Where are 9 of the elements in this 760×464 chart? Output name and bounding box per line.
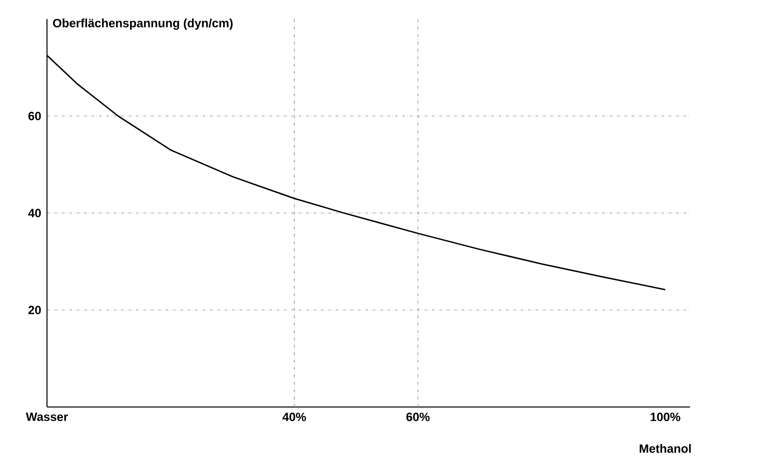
x-axis-title: Methanol — [640, 444, 691, 453]
y-axis-title: Oberflächenspannung (dyn/cm) — [53, 18, 233, 30]
x-tick-label: 40% — [282, 412, 306, 422]
y-tick-label: 40 — [28, 208, 41, 218]
y-tick-label: 60 — [28, 112, 41, 120]
y-tick-label: 20 — [28, 306, 41, 314]
x-tick-label: Wasser — [26, 412, 68, 422]
x-tick-label: 60% — [406, 412, 430, 422]
x-tick-label: 100% — [650, 412, 680, 422]
